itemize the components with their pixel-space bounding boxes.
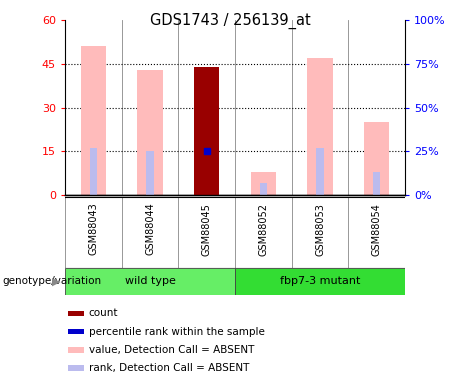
Bar bbox=[364, 122, 390, 195]
Text: percentile rank within the sample: percentile rank within the sample bbox=[89, 327, 265, 337]
Bar bbox=[373, 172, 380, 195]
Bar bbox=[137, 70, 163, 195]
Text: value, Detection Call = ABSENT: value, Detection Call = ABSENT bbox=[89, 345, 254, 355]
Bar bbox=[316, 148, 324, 195]
Text: genotype/variation: genotype/variation bbox=[2, 276, 101, 286]
Bar bbox=[68, 310, 83, 316]
Bar bbox=[235, 268, 405, 295]
Text: GSM88044: GSM88044 bbox=[145, 202, 155, 255]
Text: GDS1743 / 256139_at: GDS1743 / 256139_at bbox=[150, 13, 311, 29]
Bar bbox=[68, 329, 83, 334]
Text: ▶: ▶ bbox=[52, 276, 60, 286]
Bar bbox=[65, 268, 235, 295]
Text: GSM88054: GSM88054 bbox=[372, 202, 382, 255]
Text: count: count bbox=[89, 308, 118, 318]
Bar bbox=[68, 347, 83, 352]
Text: wild type: wild type bbox=[124, 276, 176, 286]
Text: GSM88045: GSM88045 bbox=[201, 202, 212, 255]
Bar bbox=[194, 67, 219, 195]
Bar bbox=[307, 58, 333, 195]
Bar bbox=[146, 151, 154, 195]
Text: fbp7-3 mutant: fbp7-3 mutant bbox=[280, 276, 360, 286]
Text: rank, Detection Call = ABSENT: rank, Detection Call = ABSENT bbox=[89, 363, 249, 373]
Bar bbox=[68, 365, 83, 371]
Bar bbox=[251, 172, 276, 195]
Bar bbox=[81, 46, 106, 195]
Bar bbox=[260, 183, 267, 195]
Bar bbox=[89, 148, 97, 195]
Text: GSM88053: GSM88053 bbox=[315, 202, 325, 255]
Text: GSM88043: GSM88043 bbox=[89, 202, 98, 255]
Text: GSM88052: GSM88052 bbox=[258, 202, 268, 256]
